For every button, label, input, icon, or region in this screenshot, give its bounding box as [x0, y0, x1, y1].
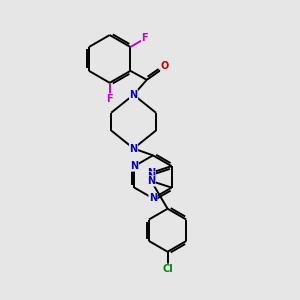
- Text: N: N: [130, 143, 138, 154]
- Text: N: N: [130, 161, 138, 171]
- Text: N: N: [147, 172, 155, 182]
- Text: N: N: [147, 176, 155, 186]
- Text: O: O: [160, 61, 169, 71]
- Text: F: F: [142, 33, 148, 43]
- Text: N: N: [147, 168, 155, 178]
- Text: F: F: [106, 94, 113, 104]
- Text: N: N: [149, 194, 157, 203]
- Text: N: N: [130, 90, 138, 100]
- Text: Cl: Cl: [162, 264, 173, 274]
